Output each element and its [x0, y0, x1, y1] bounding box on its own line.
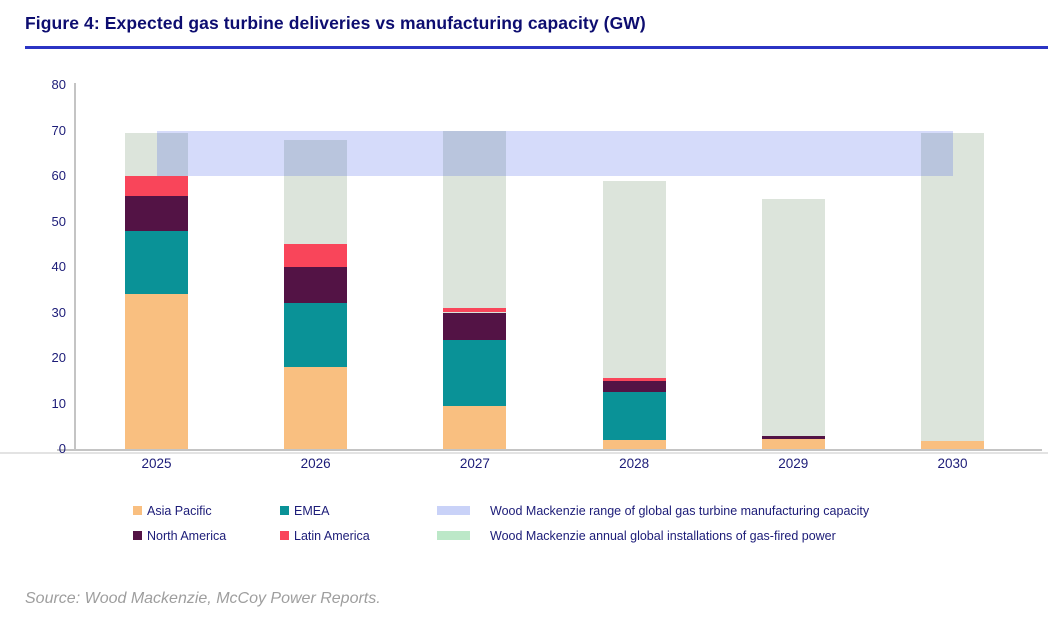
x-axis-label: 2029: [778, 456, 809, 471]
bar-segment-latin-america: [284, 244, 348, 267]
bar-segment-north-america: [125, 196, 188, 231]
x-axis-label: 2027: [459, 456, 490, 471]
bar-segment-latin-america: [443, 307, 507, 313]
figure-title: Figure 4: Expected gas turbine deliverie…: [25, 13, 646, 33]
chart-legend: Asia Pacific EMEA North America Latin Ameri…: [0, 495, 1048, 555]
y-axis-tick-label: 10: [51, 395, 66, 411]
source-text: Source: Wood Mackenzie, McCoy Power Repo…: [25, 590, 381, 607]
legend-label-asia-pacific: Asia Pacific: [147, 504, 212, 518]
legend-label-capacity-band: Wood Mackenzie range of global gas turbi…: [490, 504, 870, 518]
bar-segment-asia-pacific: [761, 438, 825, 449]
y-axis-tick-label: 0: [58, 441, 66, 456]
x-axis-label: 2025: [141, 456, 172, 471]
bar-segment-asia-pacific: [602, 439, 666, 449]
bar-segment-asia-pacific: [125, 294, 188, 449]
legend-swatch-capacity-band: [437, 506, 470, 515]
legend-swatch-emea: [280, 506, 289, 515]
bar-segment-emea: [125, 230, 188, 295]
bar-segment-asia-pacific: [443, 405, 507, 449]
capacity-band: [156, 130, 953, 176]
x-axis-label: 2030: [937, 456, 968, 471]
x-axis-shadow: [0, 452, 1048, 454]
bar-segment-asia-pacific: [921, 440, 984, 449]
title-divider: [25, 46, 1048, 49]
legend-swatch-latin-america: [280, 531, 289, 540]
installations-bar: [761, 198, 825, 449]
bar-segment-north-america: [443, 312, 507, 340]
legend-swatch-asia-pacific: [133, 506, 142, 515]
bar-segment-emea: [443, 339, 507, 406]
legend-label-latin-america: Latin America: [294, 529, 370, 543]
legend-swatch-north-america: [133, 531, 142, 540]
y-axis-tick-label: 50: [51, 213, 66, 229]
bar-segment-north-america: [602, 380, 666, 393]
bar-segment-asia-pacific: [284, 367, 348, 449]
x-axis-label: 2028: [619, 456, 650, 471]
y-axis-tick-label: 30: [51, 304, 66, 320]
x-axis-line: [57, 449, 1042, 451]
bar-segment-emea: [284, 303, 348, 368]
bar-segment-latin-america: [602, 378, 666, 381]
bar-segment-latin-america: [125, 176, 188, 197]
y-axis-tick-label: 80: [51, 77, 66, 92]
legend-label-emea: EMEA: [294, 504, 330, 518]
bar-segment-north-america: [761, 436, 825, 439]
bar-segment-north-america: [284, 267, 348, 304]
y-axis-tick-label: 70: [51, 122, 66, 138]
y-axis-line: [74, 83, 76, 451]
legend-label-north-america: North America: [147, 529, 227, 543]
y-axis-tick-label: 60: [51, 168, 66, 183]
installations-bar: [921, 132, 984, 449]
y-axis-tick-label: 20: [51, 350, 66, 365]
legend-label-installations: Wood Mackenzie annual global installatio…: [490, 529, 836, 543]
bar-segment-emea: [602, 392, 666, 440]
x-axis-label: 2026: [300, 456, 331, 471]
legend-swatch-installations: [437, 531, 470, 540]
y-axis-tick-label: 40: [51, 259, 66, 274]
